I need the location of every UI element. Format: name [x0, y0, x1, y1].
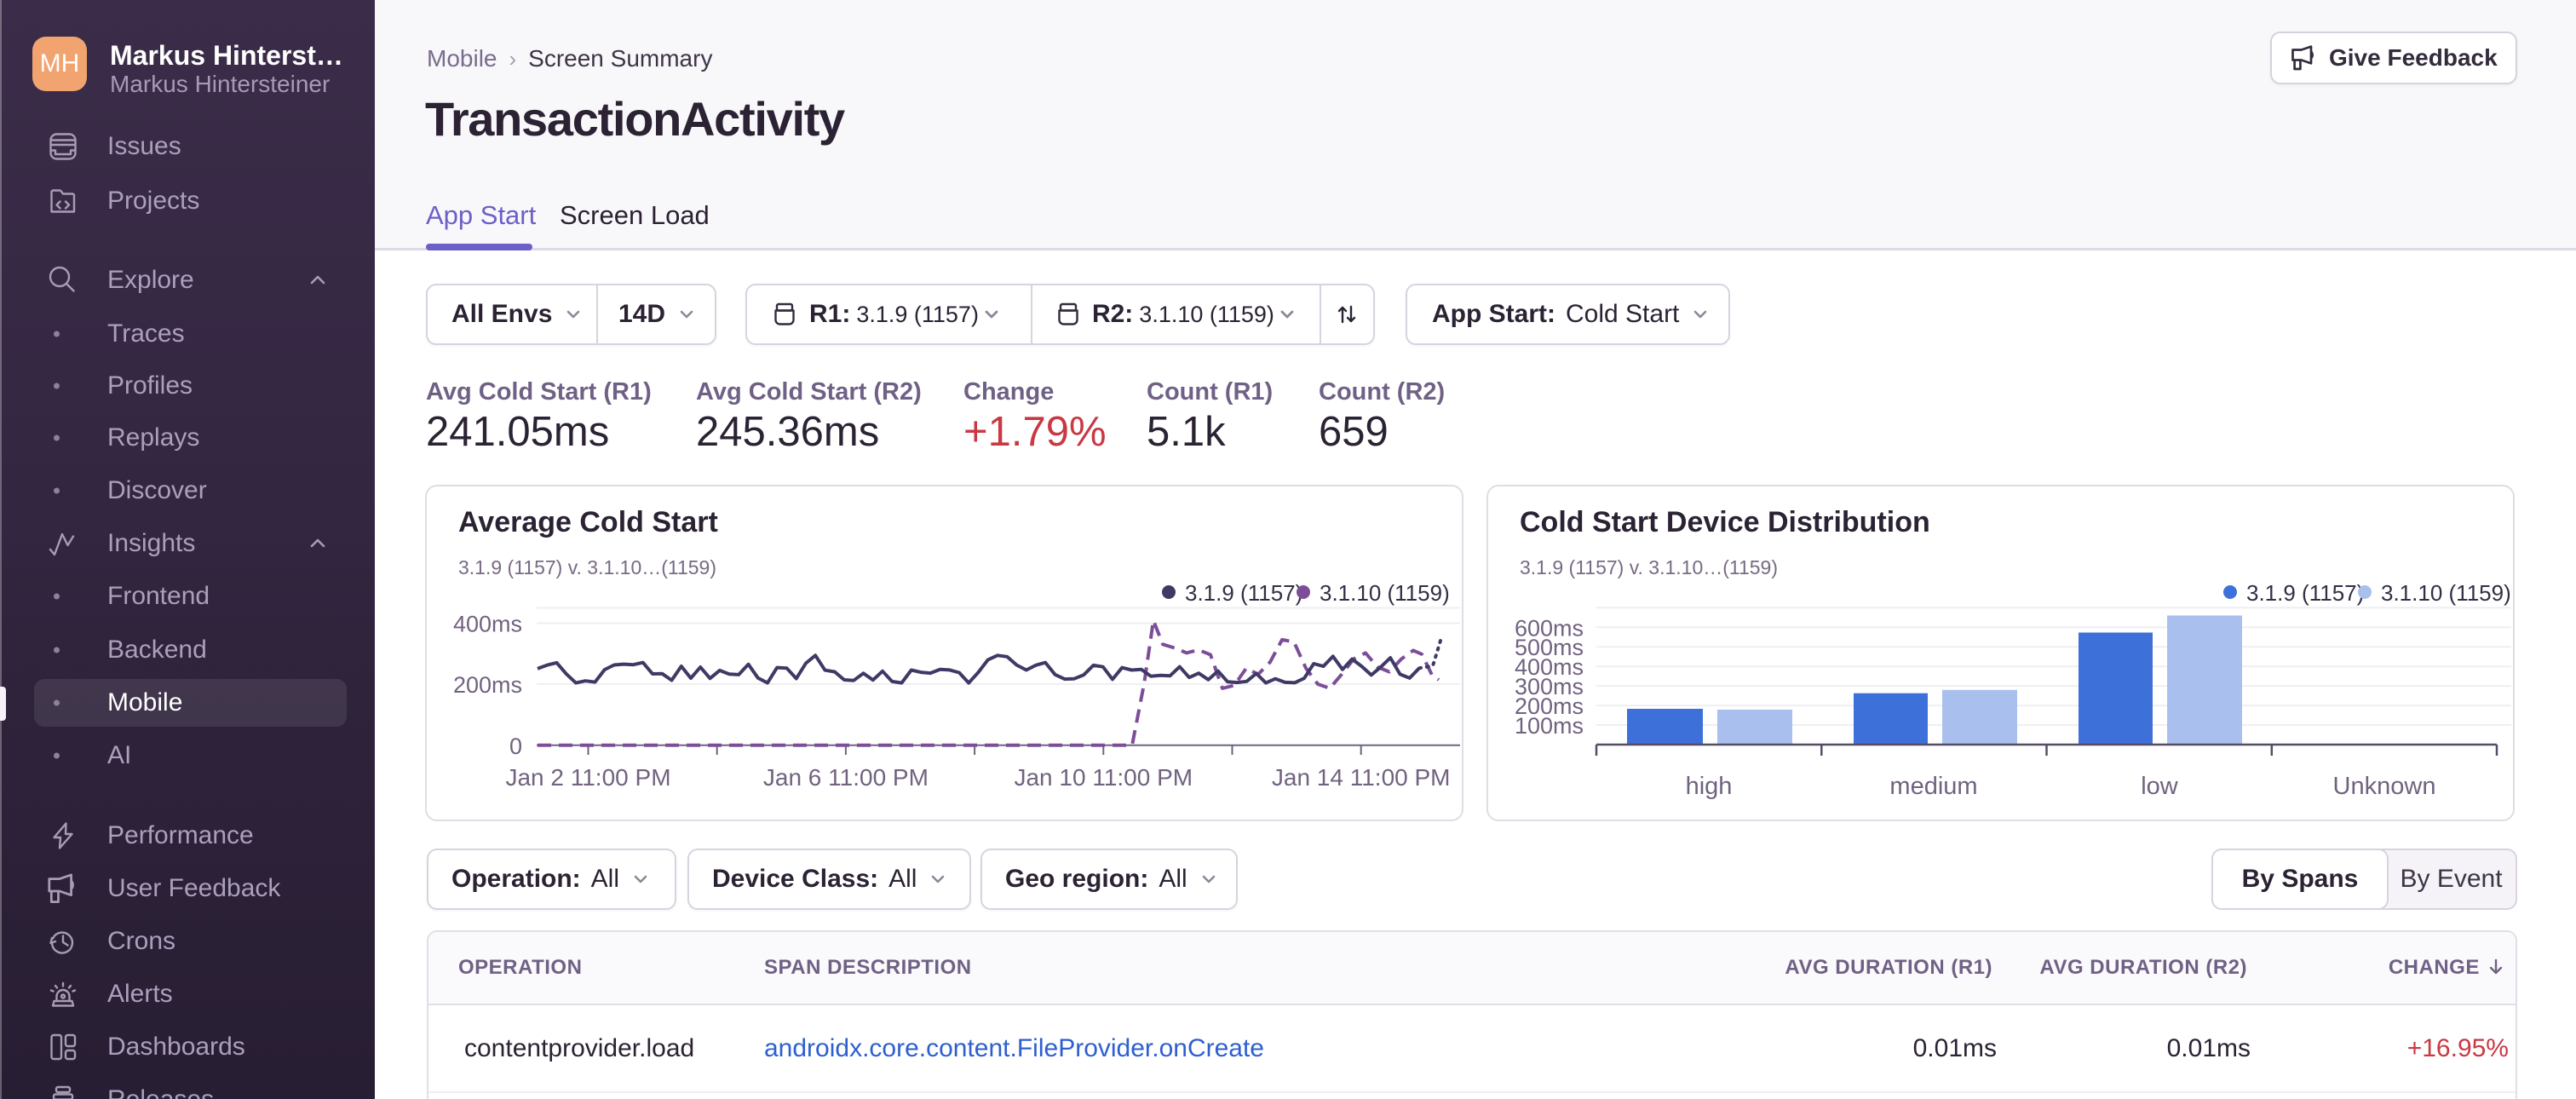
svg-text:Jan 14 11:00 PM: Jan 14 11:00 PM: [1272, 764, 1451, 791]
svg-text:3.1.10 (1159): 3.1.10 (1159): [2381, 580, 2511, 606]
svg-text:3.1.9 (1157): 3.1.9 (1157): [1185, 580, 1302, 606]
svg-text:400ms: 400ms: [1515, 654, 1584, 680]
svg-text:500ms: 500ms: [1515, 635, 1584, 660]
svg-text:200ms: 200ms: [1515, 693, 1584, 719]
svg-text:300ms: 300ms: [1515, 674, 1584, 699]
svg-text:high: high: [1686, 773, 1733, 800]
svg-text:200ms: 200ms: [453, 672, 522, 698]
svg-text:Jan 6 11:00 PM: Jan 6 11:00 PM: [763, 764, 929, 791]
svg-text:3.1.10 (1159): 3.1.10 (1159): [1320, 580, 1450, 606]
svg-text:0: 0: [509, 734, 522, 759]
svg-text:medium: medium: [1889, 773, 1977, 800]
svg-text:3.1.9 (1157): 3.1.9 (1157): [2246, 580, 2364, 606]
svg-text:low: low: [2141, 773, 2179, 800]
svg-text:100ms: 100ms: [1515, 713, 1584, 739]
svg-text:Jan 10 11:00 PM: Jan 10 11:00 PM: [1014, 764, 1193, 791]
svg-text:600ms: 600ms: [1515, 615, 1584, 641]
svg-text:Unknown: Unknown: [2333, 773, 2436, 800]
svg-text:Jan 2 11:00 PM: Jan 2 11:00 PM: [505, 764, 670, 791]
svg-text:400ms: 400ms: [453, 612, 522, 637]
